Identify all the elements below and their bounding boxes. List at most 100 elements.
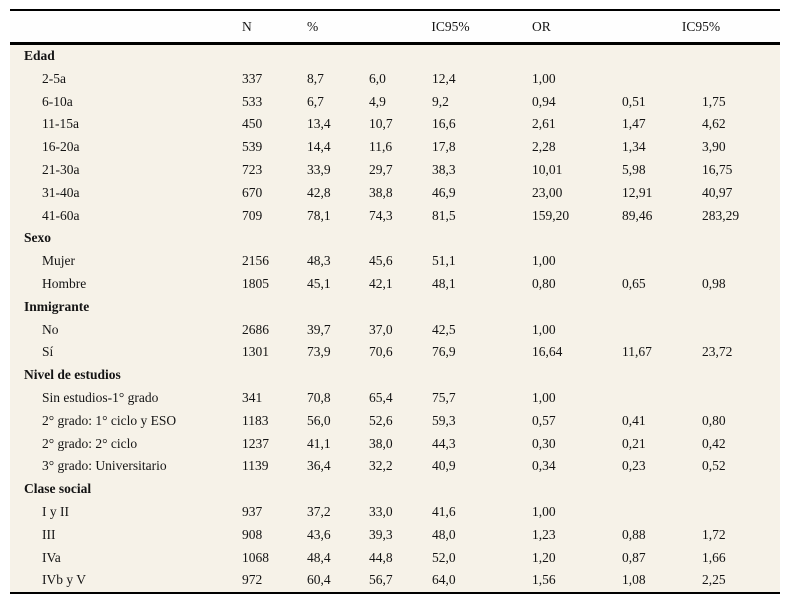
- cell-or: 0,57: [532, 412, 556, 428]
- cell-n: 709: [242, 207, 263, 223]
- cell-or: 23,00: [532, 184, 563, 200]
- cell-ic_high: 40,9: [432, 458, 456, 474]
- cell-n: 972: [242, 572, 263, 588]
- row-label: 16-20a: [42, 139, 80, 155]
- cell-ic_high: 12,4: [432, 70, 456, 86]
- section-label: Nivel de estudios: [24, 367, 121, 383]
- cell-n: 533: [242, 93, 263, 109]
- table-row: 2° grado: 1° ciclo y ESO 1183 56,0 52,6 59,3…: [10, 410, 780, 433]
- cell-ic_high: 81,5: [432, 207, 456, 223]
- cell-or_low: 1,34: [622, 139, 646, 155]
- cell-pct: 45,1: [307, 275, 331, 291]
- table-row: IVb y V 972 60,4 56,7 64,0 1,56 1,08 2,25: [10, 569, 780, 593]
- cell-n: 937: [242, 503, 263, 519]
- table-row: 11-15a 450 13,4 10,7 16,6 2,61 1,47 4,62: [10, 113, 780, 136]
- cell-ic_low: 45,6: [369, 253, 393, 269]
- cell-ic_low: 33,0: [369, 503, 393, 519]
- row-label: IVb y V: [42, 572, 87, 588]
- cell-pct: 78,1: [307, 207, 331, 223]
- cell-or_high: 40,97: [702, 184, 733, 200]
- table-row: Hombre 1805 45,1 42,1 48,1 0,80 0,65 0,98: [10, 273, 780, 296]
- header-percent: %: [307, 10, 369, 45]
- cell-n: 341: [242, 389, 263, 405]
- cell-or: 1,00: [532, 253, 556, 269]
- cell-or_low: 0,87: [622, 549, 646, 565]
- section-label: Edad: [24, 48, 55, 63]
- header-row: N % IC95% OR IC95%: [10, 10, 780, 45]
- table-row: 31-40a 670 42,8 38,8 46,9 23,00 12,91 40,97: [10, 182, 780, 205]
- section-label: Sexo: [24, 230, 51, 246]
- cell-or: 2,28: [532, 139, 556, 155]
- cell-or_high: [702, 501, 780, 524]
- cell-or: 0,80: [532, 275, 556, 291]
- cell-ic_high: 16,6: [432, 116, 456, 132]
- cell-or: 0,34: [532, 458, 556, 474]
- row-label: No: [42, 321, 59, 337]
- cell-or: 1,00: [532, 321, 556, 337]
- cell-pct: 48,4: [307, 549, 331, 565]
- row-label: III: [42, 526, 56, 542]
- cell-or_low: 0,41: [622, 412, 646, 428]
- cell-ic_high: 42,5: [432, 321, 456, 337]
- cell-ic_high: 52,0: [432, 549, 456, 565]
- cell-or_high: 0,42: [702, 435, 726, 451]
- header-or: OR: [532, 10, 622, 45]
- cell-ic_low: 70,6: [369, 344, 393, 360]
- cell-n: 1805: [242, 275, 269, 291]
- cell-or_low: [622, 319, 702, 342]
- table-row: 6-10a 533 6,7 4,9 9,2 0,94 0,51 1,75: [10, 91, 780, 114]
- cell-ic_high: 44,3: [432, 435, 456, 451]
- row-label: Mujer: [42, 253, 75, 269]
- cell-ic_low: 38,0: [369, 435, 393, 451]
- row-label: 2-5a: [42, 70, 66, 86]
- cell-n: 1139: [242, 458, 269, 474]
- cell-n: 337: [242, 70, 263, 86]
- cell-or_high: 283,29: [702, 207, 740, 223]
- row-label: 31-40a: [42, 184, 80, 200]
- row-label: I y II: [42, 503, 69, 519]
- cell-or_high: 3,90: [702, 139, 726, 155]
- cell-or: 1,00: [532, 70, 556, 86]
- cell-or: 0,30: [532, 435, 556, 451]
- cell-pct: 37,2: [307, 503, 331, 519]
- table-row: Mujer 2156 48,3 45,6 51,1 1,00: [10, 250, 780, 273]
- cell-pct: 39,7: [307, 321, 331, 337]
- cell-ic_high: 9,2: [432, 93, 449, 109]
- row-label: 6-10a: [42, 93, 73, 109]
- cell-ic_low: 38,8: [369, 184, 393, 200]
- cell-pct: 13,4: [307, 116, 331, 132]
- row-label: Sí: [42, 344, 54, 360]
- cell-ic_low: 44,8: [369, 549, 393, 565]
- cell-ic_high: 38,3: [432, 161, 456, 177]
- cell-or: 1,20: [532, 549, 556, 565]
- cell-ic_high: 59,3: [432, 412, 456, 428]
- table-row: 2° grado: 2° ciclo 1237 41,1 38,0 44,3 0,30 0,…: [10, 433, 780, 456]
- cell-or_low: 0,65: [622, 275, 646, 291]
- cell-or_low: 1,47: [622, 116, 646, 132]
- cell-or: 0,94: [532, 93, 556, 109]
- cell-or: 1,23: [532, 526, 556, 542]
- cell-pct: 33,9: [307, 161, 331, 177]
- cell-n: 2156: [242, 253, 269, 269]
- section-row: Edad: [10, 44, 780, 68]
- cell-or_high: [702, 319, 780, 342]
- cell-or_high: 0,80: [702, 412, 726, 428]
- row-label: 21-30a: [42, 161, 80, 177]
- row-label: 11-15a: [42, 116, 79, 132]
- header-n: N: [242, 10, 307, 45]
- table-row: 41-60a 709 78,1 74,3 81,5 159,20 89,46 283,29: [10, 205, 780, 228]
- row-label: 2° grado: 1° ciclo y ESO: [42, 412, 177, 428]
- table-header: N % IC95% OR IC95%: [10, 10, 780, 45]
- cell-or: 1,00: [532, 389, 556, 405]
- cell-n: 450: [242, 116, 263, 132]
- section-row: Sexo: [10, 227, 780, 250]
- cell-ic_high: 75,7: [432, 389, 456, 405]
- cell-n: 908: [242, 526, 263, 542]
- section-label: Clase social: [24, 481, 92, 497]
- cell-or: 159,20: [532, 207, 570, 223]
- cell-ic_low: 39,3: [369, 526, 393, 542]
- table-row: IVa 1068 48,4 44,8 52,0 1,20 0,87 1,66: [10, 547, 780, 570]
- cell-or_high: [702, 68, 780, 91]
- cell-or_high: 1,75: [702, 93, 726, 109]
- cell-ic_low: 56,7: [369, 572, 393, 588]
